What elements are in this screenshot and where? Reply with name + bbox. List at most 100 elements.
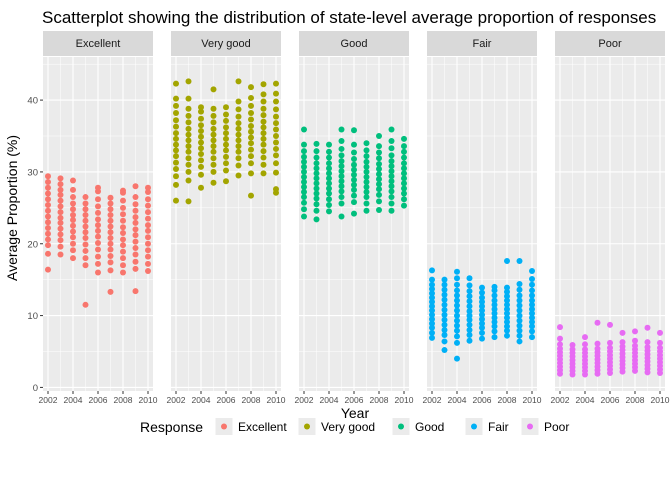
data-point bbox=[529, 306, 535, 313]
legend-key-point bbox=[471, 423, 477, 430]
data-point bbox=[491, 334, 498, 341]
data-point bbox=[260, 112, 267, 119]
data-point bbox=[338, 194, 345, 201]
data-point bbox=[363, 147, 370, 154]
data-point bbox=[173, 102, 179, 109]
data-point bbox=[454, 302, 460, 309]
data-point bbox=[594, 340, 601, 347]
data-point bbox=[57, 243, 64, 250]
data-point bbox=[338, 126, 345, 133]
data-point bbox=[516, 312, 523, 319]
data-point bbox=[376, 166, 382, 173]
data-point bbox=[301, 168, 307, 175]
data-point bbox=[454, 327, 460, 334]
data-point bbox=[198, 133, 204, 140]
data-point bbox=[351, 166, 357, 173]
data-point bbox=[70, 240, 76, 247]
data-point bbox=[45, 230, 51, 237]
data-point bbox=[132, 214, 139, 221]
data-point bbox=[107, 212, 114, 219]
legend-key-point bbox=[527, 423, 533, 430]
data-point bbox=[363, 173, 370, 180]
data-point bbox=[185, 148, 192, 155]
data-point bbox=[248, 94, 254, 101]
data-point bbox=[338, 168, 345, 175]
data-point bbox=[429, 311, 435, 318]
data-point bbox=[82, 241, 89, 248]
data-point bbox=[504, 297, 510, 304]
data-point bbox=[95, 246, 101, 253]
data-point bbox=[401, 143, 407, 150]
data-point bbox=[313, 216, 320, 223]
data-point bbox=[429, 294, 435, 301]
data-point bbox=[45, 250, 51, 257]
data-point bbox=[82, 194, 89, 201]
data-point bbox=[235, 98, 242, 105]
data-point bbox=[185, 131, 192, 138]
data-point bbox=[313, 175, 320, 182]
data-point bbox=[45, 219, 51, 226]
data-point bbox=[301, 158, 307, 165]
data-point bbox=[338, 173, 345, 180]
data-point bbox=[388, 168, 395, 175]
data-point bbox=[326, 154, 332, 161]
data-point bbox=[529, 310, 535, 317]
legend-item-very-good: Very good bbox=[298, 418, 375, 435]
data-point bbox=[466, 282, 473, 289]
data-point bbox=[326, 165, 332, 172]
x-tick-label: 2010 bbox=[267, 395, 286, 405]
data-point bbox=[376, 191, 382, 198]
data-point bbox=[504, 301, 510, 308]
data-point bbox=[644, 339, 651, 346]
data-point bbox=[120, 187, 126, 194]
data-point bbox=[120, 242, 126, 249]
data-point bbox=[173, 130, 179, 137]
data-point bbox=[45, 266, 51, 273]
data-point bbox=[273, 80, 279, 87]
data-point bbox=[657, 329, 663, 336]
data-point bbox=[273, 90, 279, 97]
facet-strip-label: Excellent bbox=[76, 38, 121, 50]
data-point bbox=[388, 207, 395, 214]
data-point bbox=[504, 288, 510, 295]
data-point bbox=[401, 185, 407, 192]
data-point bbox=[70, 212, 76, 219]
data-point bbox=[516, 338, 523, 345]
x-tick-label: 2004 bbox=[448, 395, 467, 405]
data-point bbox=[338, 213, 345, 220]
legend-label: Excellent bbox=[238, 420, 287, 434]
data-point bbox=[173, 80, 179, 87]
data-point bbox=[491, 301, 498, 308]
data-point bbox=[313, 140, 320, 147]
data-point bbox=[429, 281, 435, 288]
facet-panels: Excellent 2002 2004 2006 2008 2010 Very good 20… bbox=[39, 31, 670, 405]
data-point bbox=[120, 224, 126, 231]
data-point bbox=[363, 140, 370, 147]
data-point bbox=[198, 171, 204, 178]
facet-panel-poor: Poor 2002 2004 2006 2008 2010 bbox=[551, 31, 670, 405]
data-point bbox=[301, 184, 307, 191]
x-tick-label: 2002 bbox=[167, 395, 186, 405]
data-point bbox=[388, 194, 395, 201]
data-point bbox=[235, 125, 242, 132]
data-point bbox=[210, 131, 217, 138]
data-point bbox=[479, 324, 485, 331]
data-point bbox=[657, 339, 663, 346]
data-point bbox=[132, 238, 139, 245]
data-point bbox=[273, 145, 279, 152]
x-tick-label: 2002 bbox=[295, 395, 314, 405]
data-point bbox=[145, 268, 151, 275]
data-point bbox=[338, 200, 345, 207]
data-point bbox=[260, 130, 267, 137]
data-point bbox=[363, 194, 370, 201]
data-point bbox=[198, 157, 204, 164]
data-point bbox=[326, 160, 332, 167]
data-point bbox=[95, 253, 101, 260]
legend-key-point bbox=[398, 423, 404, 430]
data-point bbox=[145, 222, 151, 229]
data-point bbox=[301, 194, 307, 201]
y-tick-label: 10 bbox=[27, 311, 38, 322]
data-point bbox=[441, 338, 448, 345]
data-point bbox=[45, 184, 51, 191]
data-point bbox=[376, 181, 382, 188]
